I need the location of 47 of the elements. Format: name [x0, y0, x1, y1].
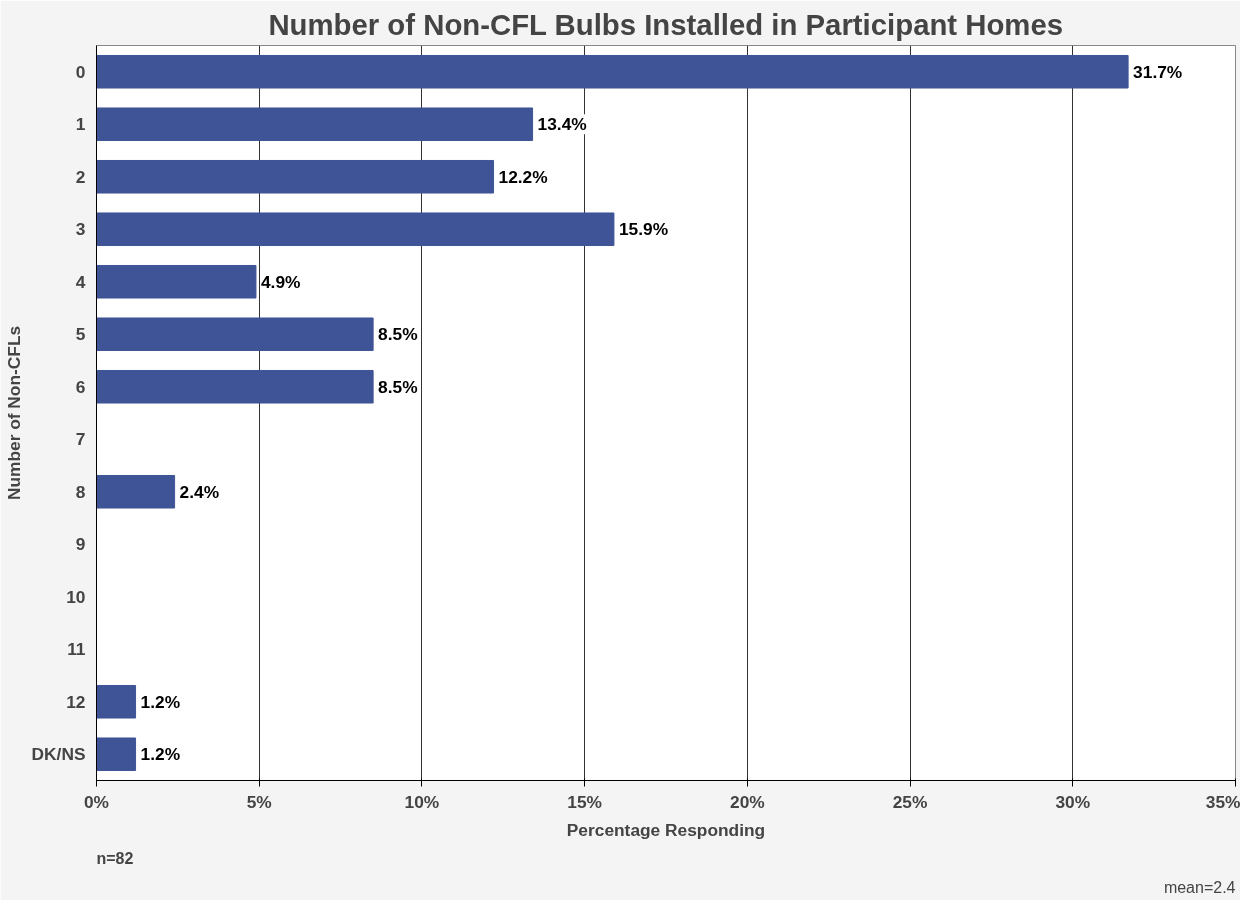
x-tick-label: 15%: [567, 791, 602, 812]
y-tick-label: 4: [75, 271, 86, 292]
data-label: 2.4%: [179, 481, 220, 502]
data-label: 1.2%: [140, 744, 181, 765]
data-label: 15.9%: [618, 219, 669, 240]
y-tick-label: 8: [75, 481, 86, 502]
bar: [96, 369, 374, 404]
chart-title: Number of Non-CFL Bulbs Installed in Participant Homes: [268, 7, 1064, 41]
y-tick-label: 3: [75, 219, 86, 240]
bar: [96, 474, 176, 509]
data-label: 31.7%: [1133, 61, 1183, 82]
x-tick-label: 30%: [1055, 791, 1091, 812]
text: mean=2.4: [1163, 878, 1236, 896]
x-tick-label: 10%: [404, 791, 440, 812]
bar: [96, 684, 137, 719]
y-tick-label: 2: [75, 166, 86, 187]
x-tick-label: 25%: [892, 791, 928, 812]
bar: [96, 737, 137, 772]
bar: [96, 54, 1129, 89]
bar: [96, 107, 534, 142]
data-label: 12.2%: [498, 166, 548, 187]
y-tick-label: 9: [75, 534, 86, 555]
y-tick-label: 5: [75, 324, 86, 345]
x-axis-title: Percentage Responding: [566, 819, 766, 840]
data-label: 8.5%: [378, 376, 418, 397]
data-label: 1.2%: [140, 691, 181, 712]
y-tick-label: 6: [75, 376, 86, 397]
bar: [96, 317, 374, 352]
x-tick-label: 0%: [83, 791, 110, 812]
data-label: 8.5%: [378, 324, 418, 345]
y-tick-label: 12: [66, 691, 86, 712]
bar: [96, 159, 495, 194]
y-tick-label: 10: [66, 586, 86, 607]
y-tick-label: 0: [75, 61, 86, 82]
x-tick-label: 35%: [1205, 791, 1241, 812]
y-tick-label: 11: [67, 639, 86, 660]
y-axis-title: Number of Non-CFLs: [3, 325, 24, 501]
x-tick-label: 5%: [246, 791, 272, 812]
y-tick-label: DK/NS: [31, 744, 86, 765]
bar: [96, 264, 257, 299]
x-tick-label: 20%: [730, 791, 765, 812]
y-tick-label: 7: [75, 429, 86, 450]
text: n=82: [96, 849, 134, 867]
bar: [96, 212, 615, 247]
data-label: 13.4%: [537, 114, 587, 135]
data-label: 4.9%: [260, 271, 301, 292]
y-tick-label: 1: [75, 114, 86, 135]
